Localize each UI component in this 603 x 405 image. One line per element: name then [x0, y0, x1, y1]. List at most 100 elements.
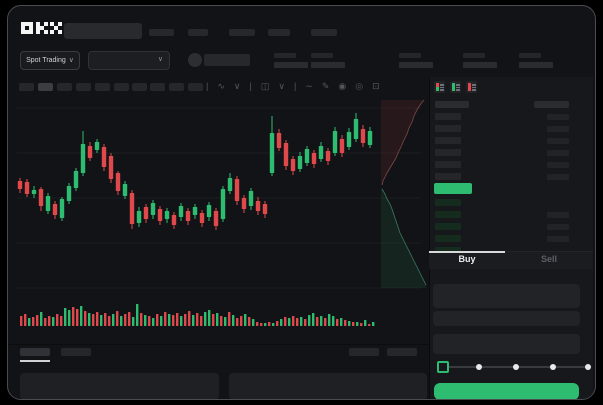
fullscreen-icon[interactable]: ⊡ — [372, 80, 380, 91]
stat-value-4 — [463, 62, 497, 68]
slider-dot-75pct[interactable] — [550, 364, 556, 370]
ask-row-3[interactable] — [435, 137, 461, 144]
last-price-badge[interactable] — [434, 183, 472, 194]
market-type-dropdown[interactable]: Spot Trading ∨ — [20, 51, 80, 70]
history-panel-placeholder — [229, 373, 427, 399]
timeframe-button-9[interactable] — [169, 83, 184, 91]
stat-value-5 — [519, 62, 553, 68]
stat-value-1 — [274, 62, 308, 68]
bottom-tab-2[interactable] — [61, 348, 91, 356]
chevron-down-icon: ∨ — [68, 57, 74, 64]
settings-icon[interactable]: ◎ — [355, 80, 364, 91]
row-line — [456, 86, 460, 88]
trade-tabs — [429, 251, 593, 269]
token-icon — [188, 53, 202, 67]
ask-row-2[interactable] — [435, 125, 461, 132]
stat-label-2 — [311, 53, 333, 58]
camera-icon[interactable]: ◉ — [338, 80, 347, 91]
ask-size-1 — [547, 114, 569, 120]
timeframe-button-3[interactable] — [57, 83, 72, 91]
nav-item-1[interactable] — [149, 29, 174, 36]
orderbook-price-header — [435, 101, 469, 108]
chevron-down-icon[interactable]: ∨ — [233, 80, 241, 91]
timeframe-button-5[interactable] — [95, 83, 110, 91]
slider-dot-100pct[interactable] — [585, 364, 591, 370]
bid-size-2 — [547, 212, 569, 218]
search-input[interactable] — [64, 23, 142, 39]
nav-item-3[interactable] — [229, 29, 255, 36]
row-line — [472, 89, 476, 91]
bid-size-4 — [547, 236, 569, 242]
okx-logo-icon — [21, 22, 62, 34]
buy-button[interactable] — [434, 383, 579, 399]
ask-size-2 — [547, 126, 569, 132]
stat-value-2 — [311, 62, 345, 68]
bid-row-4[interactable] — [435, 235, 461, 242]
chart-tools: | ∿ ∨ | ◫ ∨ | ∼ ✎ ◉ ◎ ⊡ — [206, 78, 380, 94]
indicators-icon[interactable]: ∿ — [217, 80, 225, 91]
candle-style-icon[interactable]: ◫ — [260, 80, 270, 91]
book-asks-icon-strip — [468, 83, 471, 91]
tab-buy[interactable]: Buy — [458, 254, 476, 264]
nav-item-5[interactable] — [311, 29, 337, 36]
row-line — [472, 84, 476, 86]
divider: | — [249, 81, 252, 91]
row-line — [440, 86, 444, 88]
bottom-tab-1[interactable] — [20, 348, 50, 356]
nav-item-4[interactable] — [268, 29, 290, 36]
timeframe-button-6[interactable] — [114, 83, 129, 91]
timeframe-button-8[interactable] — [150, 83, 165, 91]
ask-row-5[interactable] — [435, 161, 461, 168]
amount-field[interactable] — [433, 311, 580, 326]
chevron-down-icon[interactable]: ∨ — [278, 80, 285, 91]
stat-label-1 — [274, 53, 296, 58]
ask-size-3 — [547, 138, 569, 144]
ask-row-4[interactable] — [435, 149, 461, 156]
price-field[interactable] — [433, 284, 580, 308]
line-tools-icon[interactable]: ∼ — [305, 80, 313, 91]
timeframe-button-7[interactable] — [132, 83, 147, 91]
total-field[interactable] — [433, 334, 580, 354]
last-price-placeholder — [204, 54, 250, 66]
stat-label-5 — [519, 53, 541, 58]
buy-tab-indicator — [429, 251, 505, 253]
okx-logo[interactable] — [21, 22, 62, 41]
slider-dot-25pct[interactable] — [476, 364, 482, 370]
bid-size-3 — [547, 224, 569, 230]
bid-row-3[interactable] — [435, 223, 461, 230]
book-asks-icon[interactable] — [466, 81, 477, 93]
bottom-bar-action-2[interactable] — [387, 348, 417, 356]
bid-row-2[interactable] — [435, 211, 461, 218]
timeframe-button-10[interactable] — [188, 83, 203, 91]
pair-selector-dropdown[interactable]: ∨ — [88, 51, 170, 70]
app-window: Spot Trading ∨ ∨ | ∿ ∨ | ◫ ∨ | ∼ ✎ ◉ ◎ ⊡ Buy Sell — [7, 5, 596, 400]
bid-row-1[interactable] — [435, 199, 461, 206]
bid-row-5[interactable] — [435, 247, 461, 254]
row-line — [456, 89, 460, 91]
book-combined-icon[interactable] — [434, 81, 445, 93]
timeframe-button-1[interactable] — [19, 83, 34, 91]
ask-size-6 — [547, 174, 569, 180]
book-bids-icon[interactable] — [450, 81, 461, 93]
stat-label-4 — [463, 53, 485, 58]
nav-item-2[interactable] — [188, 29, 208, 36]
ask-size-5 — [547, 162, 569, 168]
ask-row-1[interactable] — [435, 113, 461, 120]
chevron-down-icon: ∨ — [157, 56, 163, 63]
book-combined-icon-strip — [436, 83, 439, 91]
bottom-bar-action-1[interactable] — [349, 348, 379, 356]
stat-value-3 — [399, 62, 433, 68]
tab-sell[interactable]: Sell — [540, 254, 557, 264]
timeframe-button-2[interactable] — [38, 83, 53, 91]
orderbook-amount-header — [534, 101, 569, 108]
slider-handle[interactable] — [437, 361, 449, 373]
draw-icon[interactable]: ✎ — [321, 80, 330, 91]
row-line — [456, 84, 460, 86]
timeframe-button-4[interactable] — [76, 83, 91, 91]
ask-row-6[interactable] — [435, 173, 461, 180]
price-chart[interactable] — [8, 77, 429, 348]
slider-dot-50pct[interactable] — [513, 364, 519, 370]
orders-panel-placeholder — [20, 373, 219, 399]
ask-size-4 — [547, 150, 569, 156]
active-tab-indicator — [20, 360, 50, 362]
